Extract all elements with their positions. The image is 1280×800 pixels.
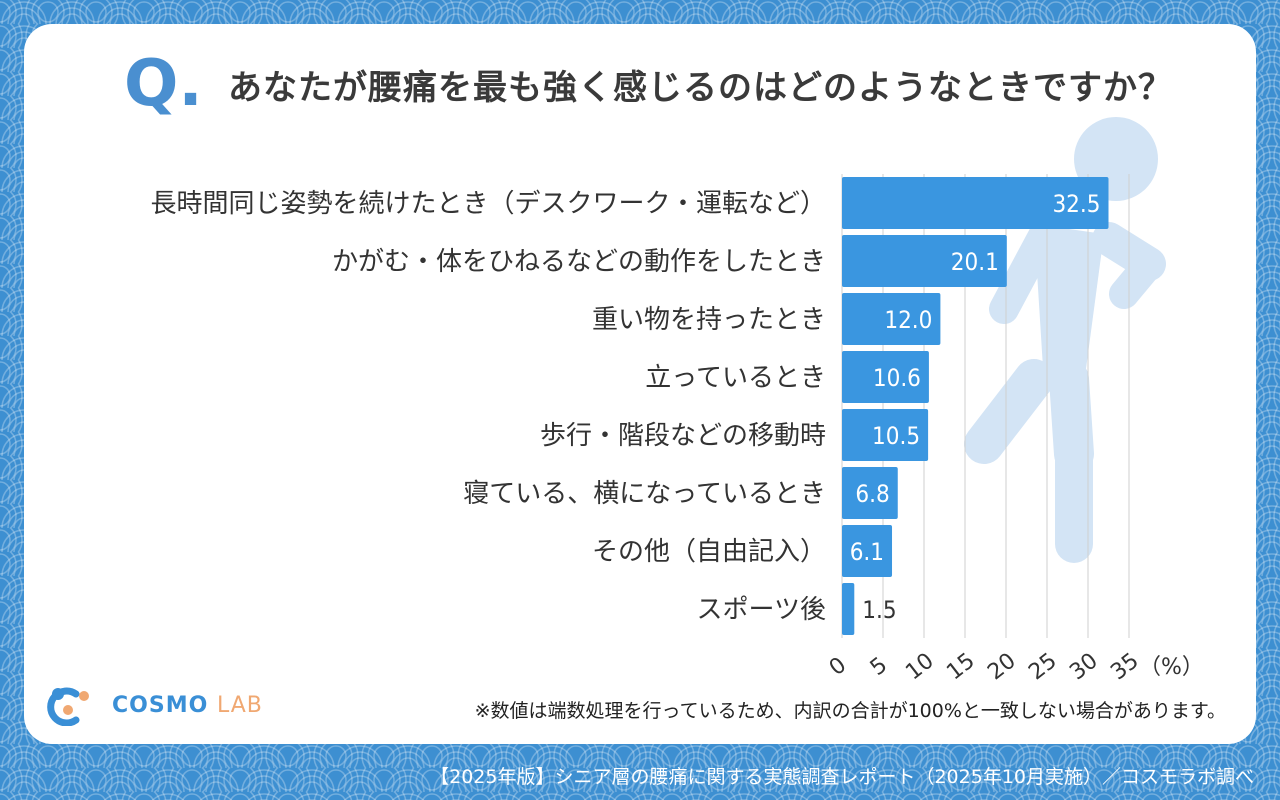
- x-tick-label: 0: [825, 653, 851, 681]
- category-label: 寝ている、横になっているとき: [463, 479, 826, 509]
- x-tick-label: 10: [901, 648, 938, 685]
- logo-text: COSMO LAB: [112, 693, 263, 718]
- rounding-note: ※数値は端数処理を行っているため、内訳の合計が100%と一致しない場合があります…: [474, 700, 1226, 722]
- x-tick-label: 20: [983, 648, 1020, 685]
- bar-chart: 長時間同じ姿勢を続けたとき（デスクワーク・運転など） 32.5 かがむ・体をひねるな…: [151, 174, 1204, 685]
- bar: [842, 351, 929, 403]
- bar: [842, 467, 898, 519]
- bar: [842, 235, 1007, 287]
- data-label: 6.8: [855, 480, 889, 508]
- x-tick-label: 15: [942, 648, 979, 685]
- bar: [842, 583, 855, 635]
- category-label: その他（自由記入）: [592, 537, 826, 567]
- category-label: 歩行・階段などの移動時: [540, 421, 826, 451]
- back-pain-person-illustration: [964, 117, 1166, 563]
- logo-name-sub: LAB: [216, 692, 263, 718]
- x-tick-label: 30: [1065, 648, 1102, 685]
- x-tick-label: 25: [1024, 648, 1061, 685]
- data-label: 10.6: [873, 364, 921, 392]
- bar: [842, 293, 941, 345]
- data-label: 32.5: [1052, 190, 1100, 218]
- logo-mark-icon: [47, 687, 89, 726]
- bar: [842, 177, 1109, 229]
- data-label: 1.5: [862, 596, 896, 624]
- data-label: 6.1: [850, 538, 884, 566]
- category-label: 立っているとき: [645, 363, 826, 393]
- category-label: かがむ・体をひねるなどの動作をしたとき: [332, 247, 826, 277]
- cosmo-lab-logo: COSMO LAB: [46, 684, 263, 726]
- category-label: 重い物を持ったとき: [592, 305, 826, 335]
- data-label: 20.1: [951, 248, 999, 276]
- bar: [842, 409, 929, 461]
- unit-label: （%）: [1139, 655, 1204, 680]
- main-card: Q. あなたが腰痛を最も強く感じるのはどのようなときですか？ 長時間同じ姿勢を続…: [24, 24, 1256, 744]
- data-label: 10.5: [872, 422, 920, 450]
- logo-name-main: COSMO: [112, 692, 209, 718]
- footer-source: 【2025年版】シニア層の腰痛に関する実態調査レポート（2025年10月実施）／…: [430, 766, 1254, 788]
- category-label: スポーツ後: [697, 595, 826, 625]
- category-label: 長時間同じ姿勢を続けたとき（デスクワーク・運転など）: [151, 189, 826, 219]
- bar: [842, 525, 893, 577]
- data-label: 12.0: [884, 306, 932, 334]
- x-tick-label: 5: [866, 653, 892, 681]
- question-title: あなたが腰痛を最も強く感じるのはどのようなときですか？: [228, 68, 1173, 108]
- q-mark: Q.: [124, 47, 203, 121]
